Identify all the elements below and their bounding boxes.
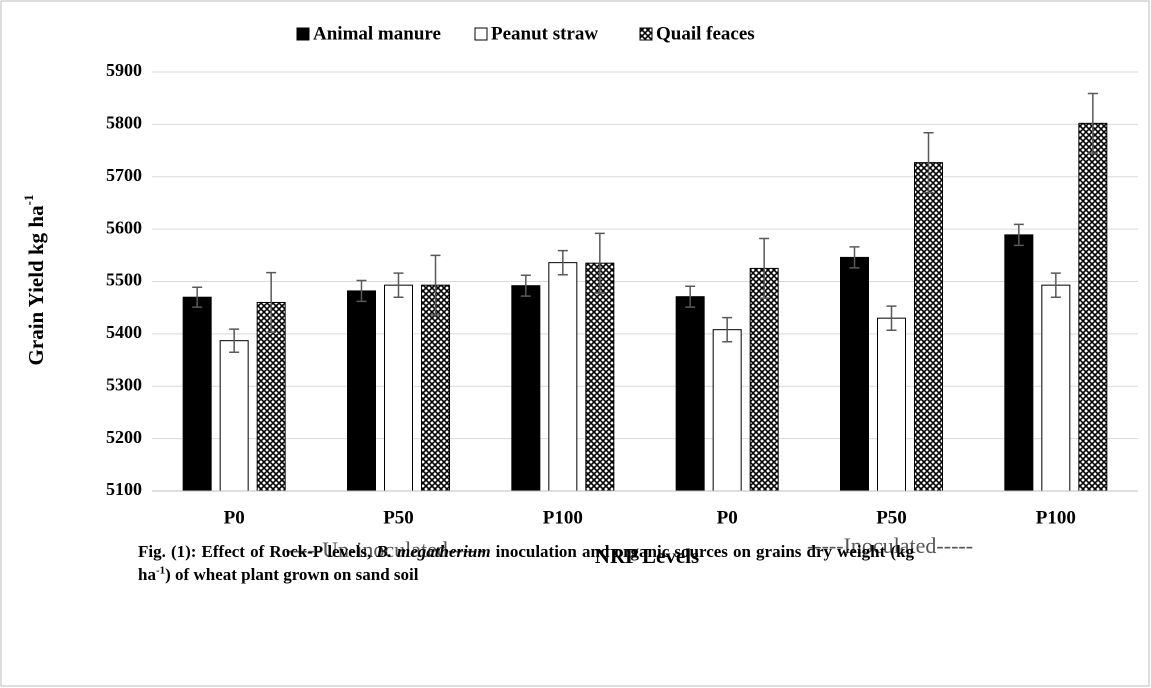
bar <box>511 285 541 492</box>
error-bar <box>192 286 203 308</box>
y-tick-label: 5600 <box>106 217 142 237</box>
y-label-text: Grain Yield kg ha <box>24 205 48 366</box>
y-tick-label: 5200 <box>106 427 142 447</box>
error-bar <box>557 249 568 276</box>
bar <box>675 296 705 492</box>
error-bar <box>393 272 404 298</box>
x-axis-label: NRP Levels <box>595 544 699 568</box>
caption-italic: B. megatherium <box>376 542 491 561</box>
error-bar <box>722 316 733 343</box>
bar <box>347 290 376 492</box>
error-bar <box>886 305 897 331</box>
error-bar <box>266 271 277 334</box>
legend-label: Animal manure <box>313 23 441 44</box>
y-axis-label: Grain Yield kg ha-1 <box>21 195 48 366</box>
error-bar <box>594 232 605 294</box>
error-bar <box>430 254 441 316</box>
bar <box>840 256 869 492</box>
error-bar <box>849 246 860 269</box>
caption: Fig. (1): Effect of Rock-P levels, B. me… <box>138 540 914 586</box>
legend-label: Peanut straw <box>491 23 598 44</box>
error-bar <box>759 237 770 300</box>
bar <box>219 340 249 492</box>
error-bar <box>356 279 367 303</box>
y-tick-label: 5500 <box>106 270 142 290</box>
y-tick-label: 5800 <box>106 113 142 133</box>
error-bar <box>1050 272 1061 298</box>
bar <box>1041 284 1071 492</box>
annotation: -----Inoculated----- <box>807 533 973 558</box>
bar <box>548 262 578 492</box>
caption-sup: -1 <box>155 564 166 577</box>
annotation: -----Un-inoculated----- <box>285 537 484 562</box>
x-tick-label: P100 <box>543 507 583 528</box>
caption-text: ) of wheat plant grown on sand soil <box>165 565 419 584</box>
x-tick-label: P0 <box>717 507 738 528</box>
bar <box>1078 122 1108 492</box>
legend-swatch <box>639 27 653 41</box>
legend-label: Quail feaces <box>656 23 755 44</box>
caption-text: inoculation and organic sources on grain… <box>138 542 914 584</box>
error-bar <box>229 328 240 353</box>
x-tick-label: P100 <box>1036 507 1076 528</box>
bar <box>749 267 779 492</box>
bar <box>182 296 212 492</box>
x-tick-label: P50 <box>876 507 907 528</box>
y-tick-label: 5100 <box>106 479 142 499</box>
legend-swatch <box>474 27 488 41</box>
error-bar <box>520 274 531 297</box>
error-bar <box>1087 92 1098 154</box>
bar <box>384 284 413 492</box>
y-tick-label: 5400 <box>106 322 142 342</box>
bar <box>421 284 450 492</box>
x-tick-label: P0 <box>224 507 245 528</box>
error-bar <box>685 285 696 308</box>
error-bar <box>923 132 934 194</box>
y-tick-label: 5300 <box>106 374 142 394</box>
bar <box>585 262 615 492</box>
y-tick-label: 5900 <box>106 60 142 80</box>
y-tick-label: 5700 <box>106 165 142 185</box>
x-tick-label: P50 <box>383 507 414 528</box>
bar <box>1004 234 1034 492</box>
caption-text: Fig. (1): Effect of Rock-P levels, <box>138 542 377 561</box>
bar <box>914 162 943 492</box>
legend-swatch <box>296 27 310 41</box>
y-label-sup: -1 <box>21 195 36 206</box>
bar <box>256 301 286 492</box>
bar <box>712 329 742 492</box>
bar <box>877 317 906 492</box>
error-bar <box>1013 223 1024 247</box>
